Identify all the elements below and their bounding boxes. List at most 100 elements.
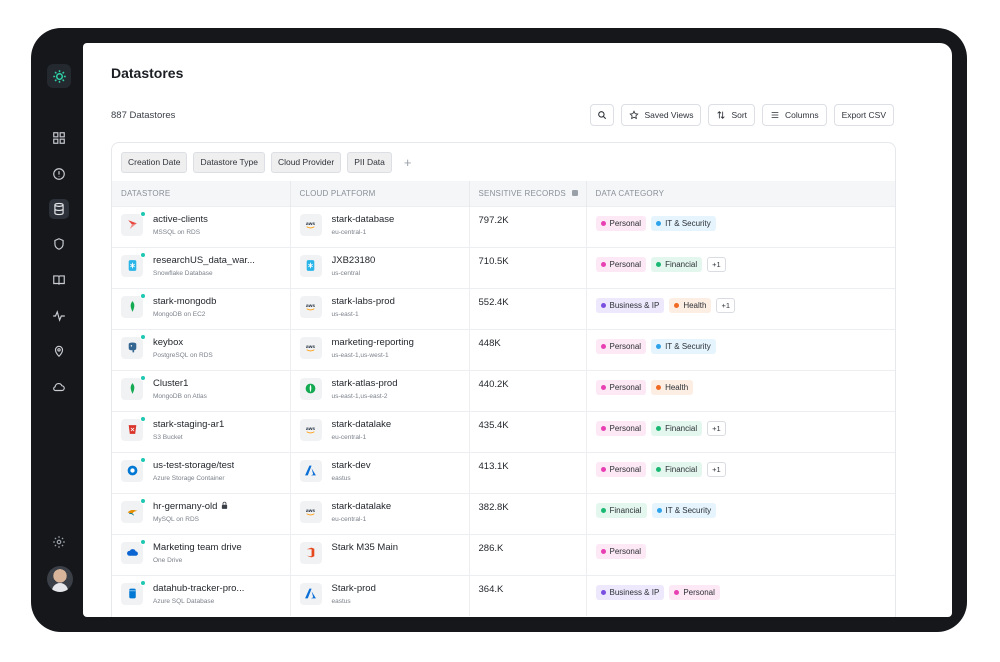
category-label: IT & Security bbox=[665, 218, 711, 228]
alert-icon[interactable] bbox=[49, 164, 69, 184]
data-category-cell: Business & IP Health +1 bbox=[586, 287, 895, 329]
column-header-datastore[interactable]: DATASTORE bbox=[112, 181, 291, 206]
settings-icon[interactable] bbox=[49, 532, 69, 552]
category-tag[interactable]: Personal bbox=[669, 584, 720, 600]
table-row[interactable]: datahub-tracker-pro... Azure SQL Databas… bbox=[112, 574, 895, 616]
cloud-platform-name[interactable]: Stark-prod bbox=[331, 582, 376, 594]
datastore-name-row[interactable]: Marketing team drive bbox=[153, 542, 242, 554]
category-tag[interactable]: Personal bbox=[595, 543, 647, 559]
datastore-name-row[interactable]: keybox bbox=[153, 337, 213, 349]
category-tag[interactable]: Financial bbox=[651, 461, 703, 477]
datastore-name-row[interactable]: stark-staging-ar1 bbox=[153, 419, 224, 431]
table-row[interactable]: hr-germany-old MySQL on RDS aws stark-da… bbox=[112, 492, 895, 534]
cloud-platform-name[interactable]: stark-atlas-prod bbox=[331, 377, 398, 389]
category-tag[interactable]: Financial bbox=[651, 420, 703, 436]
category-tag[interactable]: Business & IP bbox=[595, 297, 665, 313]
category-dot bbox=[600, 384, 606, 390]
cloud-logo: aws bbox=[299, 500, 322, 523]
cloud-platform-name[interactable]: Stark M35 Main bbox=[331, 541, 399, 553]
datastore-name-row[interactable]: researchUS_data_war... bbox=[153, 255, 255, 267]
category-tag[interactable]: Business & IP bbox=[595, 584, 665, 600]
datastore-name-row[interactable]: Cluster1 bbox=[153, 378, 207, 390]
category-tag[interactable]: Personal bbox=[595, 379, 647, 395]
sensitive-records-value: 448K bbox=[478, 337, 501, 349]
status-dot bbox=[140, 579, 146, 586]
category-tag[interactable]: Health bbox=[669, 297, 712, 313]
datastore-count: 887 Datastores bbox=[111, 110, 176, 121]
database-icon[interactable] bbox=[49, 199, 69, 219]
search-button[interactable] bbox=[590, 104, 615, 126]
columns-button[interactable]: Columns bbox=[762, 104, 827, 126]
saved-views-button[interactable]: Saved Views bbox=[621, 104, 702, 126]
status-dot bbox=[140, 210, 146, 217]
table-row[interactable]: Cluster1 MongoDB on Atlas stark-atlas-pr… bbox=[112, 369, 895, 411]
datastore-name-row[interactable]: us-test-storage/test bbox=[153, 460, 234, 472]
more-categories-badge[interactable]: +1 bbox=[707, 461, 726, 477]
avatar[interactable] bbox=[47, 566, 73, 592]
filter-creation-date[interactable]: Creation Date bbox=[121, 151, 188, 173]
cloud-platform-name[interactable]: stark-datalake bbox=[331, 418, 392, 430]
category-dot bbox=[656, 425, 662, 431]
sort-icon bbox=[717, 111, 726, 119]
category-tag[interactable]: Personal bbox=[595, 256, 647, 272]
datastore-name-row[interactable]: datahub-tracker-pro... bbox=[153, 583, 244, 595]
datastore-name-row[interactable]: active-clients bbox=[153, 214, 208, 226]
sort-button[interactable]: Sort bbox=[708, 104, 756, 126]
category-tags: Personal IT & Security bbox=[587, 337, 896, 354]
datastore-type: Azure Storage Container bbox=[153, 474, 225, 482]
cloud-platform-name[interactable]: stark-dev bbox=[331, 459, 371, 471]
book-icon[interactable] bbox=[49, 270, 69, 290]
filter-cloud-provider[interactable]: Cloud Provider bbox=[270, 151, 342, 173]
category-tag[interactable]: Personal bbox=[595, 338, 647, 354]
cloud-icon[interactable] bbox=[49, 377, 69, 397]
table-row[interactable]: researchUS_data_war... Snowflake Databas… bbox=[112, 246, 895, 288]
category-tag[interactable]: Financial bbox=[595, 502, 647, 518]
category-tag[interactable]: Health bbox=[651, 379, 694, 395]
table-row[interactable]: active-clients MSSQL on RDS aws stark-da… bbox=[112, 205, 895, 247]
cloud-logo: aws bbox=[299, 418, 322, 441]
category-tag[interactable]: IT & Security bbox=[651, 215, 716, 231]
category-tag[interactable]: IT & Security bbox=[651, 338, 716, 354]
category-tag[interactable]: Personal bbox=[595, 461, 647, 477]
table-row[interactable]: us-test-storage/test Azure Storage Conta… bbox=[112, 451, 895, 493]
column-header-cloud-platform[interactable]: CLOUD PLATFORM bbox=[290, 181, 470, 206]
add-filter-button[interactable]: + bbox=[403, 154, 412, 170]
cloud-platform-name[interactable]: stark-datalake bbox=[331, 500, 392, 512]
activity-icon[interactable] bbox=[49, 306, 69, 326]
cloud-platform-name[interactable]: stark-database bbox=[331, 213, 395, 225]
table-row[interactable]: Marketing team drive One Drive Stark M35… bbox=[112, 533, 895, 575]
category-tag[interactable]: Personal bbox=[595, 420, 647, 436]
filter-pii-data[interactable]: PII Data bbox=[347, 151, 392, 173]
cloud-platform-name[interactable]: JXB23180 bbox=[331, 254, 376, 266]
datastore-cell: keybox PostgreSQL on RDS bbox=[112, 328, 291, 370]
table-row[interactable]: stark-mongodb MongoDB on EC2 aws stark-l… bbox=[112, 287, 895, 329]
more-categories-badge[interactable]: +1 bbox=[707, 420, 726, 436]
column-header-data-category[interactable]: DATA CATEGORY bbox=[586, 181, 895, 206]
data-category-cell: Personal Financial +1 bbox=[586, 410, 895, 452]
category-tag[interactable]: Personal bbox=[595, 215, 647, 231]
more-categories-badge[interactable]: +1 bbox=[716, 297, 735, 313]
data-category-cell: Personal Financial +1 bbox=[586, 246, 895, 288]
category-label: Business & IP bbox=[609, 300, 660, 310]
datastore-cell: stark-staging-ar1 S3 Bucket bbox=[112, 410, 291, 452]
cloud-platform-name[interactable]: stark-labs-prod bbox=[331, 295, 395, 307]
pin-icon[interactable] bbox=[49, 341, 69, 361]
more-categories-badge[interactable]: +1 bbox=[707, 256, 726, 272]
category-dot bbox=[656, 343, 662, 349]
category-tag[interactable]: Financial bbox=[651, 256, 703, 272]
cloud-platform-name[interactable]: marketing-reporting bbox=[331, 336, 414, 348]
gear-logo-icon[interactable] bbox=[47, 64, 71, 88]
column-header-sensitive-records[interactable]: SENSITIVE RECORDS bbox=[469, 181, 587, 206]
cloud-platform-cell: Stark-prod eastus bbox=[290, 574, 470, 616]
datastore-name-row[interactable]: stark-mongodb bbox=[153, 296, 216, 308]
sensitive-records-cell: 435.4K bbox=[469, 410, 587, 452]
category-tag[interactable]: IT & Security bbox=[651, 502, 717, 518]
table-row[interactable]: keybox PostgreSQL on RDS aws marketing-r… bbox=[112, 328, 896, 370]
grid-icon[interactable] bbox=[49, 128, 69, 148]
sensitive-records-cell: 710.5K bbox=[469, 246, 587, 288]
datastore-name-row[interactable]: hr-germany-old bbox=[153, 501, 229, 513]
filter-datastore-type[interactable]: Datastore Type bbox=[193, 151, 265, 173]
export-csv-button[interactable]: Export CSV bbox=[833, 104, 894, 126]
shield-icon[interactable] bbox=[49, 234, 69, 254]
table-row[interactable]: stark-staging-ar1 S3 Bucket aws stark-da… bbox=[112, 410, 895, 452]
